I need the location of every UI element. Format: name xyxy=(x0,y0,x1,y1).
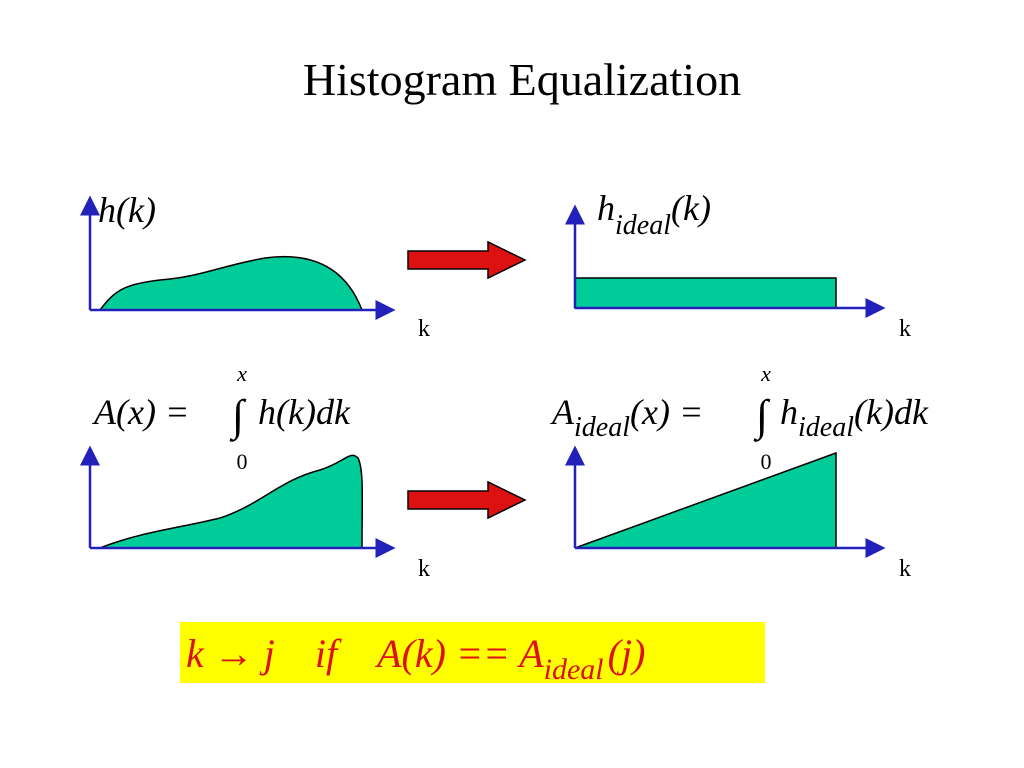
rule-arg: (j) xyxy=(608,631,646,676)
highlight-box xyxy=(180,622,765,683)
formula-lhs: A(x) = xyxy=(92,392,189,432)
integrand-main: h xyxy=(780,392,798,432)
integral: ∫ xyxy=(229,391,247,442)
rule-sub: ideal xyxy=(544,653,604,686)
integrand-sub: ideal xyxy=(798,412,854,443)
integral: ∫ xyxy=(753,391,771,442)
histogram-shape xyxy=(574,277,837,309)
panel-label: h(k) xyxy=(98,190,156,230)
axis-label: k xyxy=(418,556,430,582)
label-arg: (k) xyxy=(671,188,711,228)
lhs-sub: ideal xyxy=(574,412,630,443)
lower-limit: 0 xyxy=(237,449,248,474)
integrand-arg: (k)dk xyxy=(854,392,929,432)
axis-label: k xyxy=(899,316,911,342)
upper-limit: x xyxy=(236,361,247,386)
arrow xyxy=(407,240,527,280)
formula-lhs: Aideal(x) = xyxy=(550,392,703,443)
rule: k → j if A(k) == Aideal (j) xyxy=(186,631,645,686)
lhs-arg: (x) = xyxy=(630,392,703,432)
axis-label: k xyxy=(899,556,911,582)
label-main: h xyxy=(597,188,615,228)
arrow xyxy=(407,480,527,520)
integrand: h(k)dk xyxy=(258,392,351,432)
rule-map: k → j xyxy=(186,631,275,676)
integrand: hideal(k)dk xyxy=(780,392,929,443)
label-sub: ideal xyxy=(615,210,671,241)
rule-lhs: A(k) == A xyxy=(374,631,544,676)
lhs-main: A xyxy=(550,392,575,432)
cumulative-shape xyxy=(99,454,364,549)
histogram-shape xyxy=(98,255,364,311)
upper-limit: x xyxy=(760,361,771,386)
axis-label: k xyxy=(418,316,430,342)
title: Histogram Equalization xyxy=(303,54,741,105)
lower-limit: 0 xyxy=(761,449,772,474)
panel-label: hideal(k) xyxy=(597,188,711,241)
